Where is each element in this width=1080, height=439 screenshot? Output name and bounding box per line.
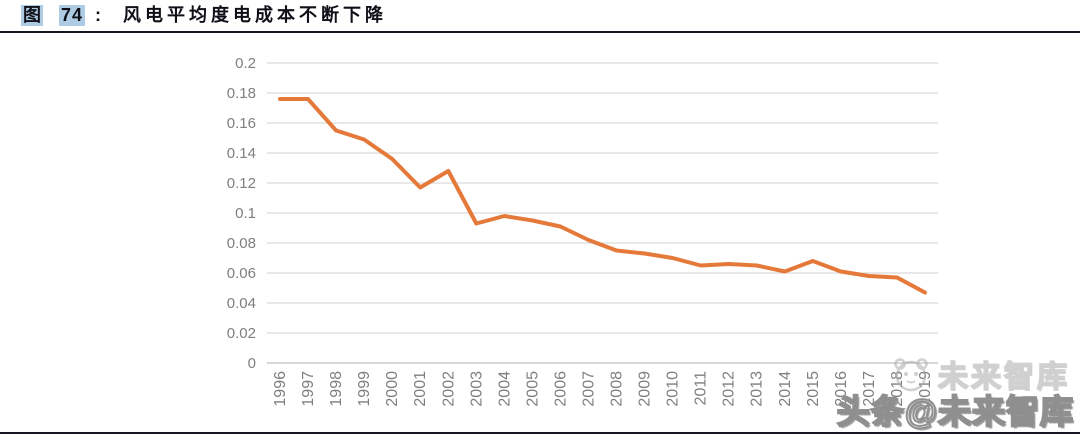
- figure-label-separator: :: [95, 5, 101, 25]
- figure-title: 风电平均度电成本不断下降: [123, 5, 387, 25]
- header-divider-line: [0, 31, 1080, 33]
- y-tick-label: 0.12: [227, 175, 256, 192]
- x-tick-label: 2007: [580, 371, 597, 407]
- x-tick-label: 2006: [552, 371, 569, 407]
- y-tick-label: 0.02: [227, 325, 256, 342]
- x-tick-label: 2000: [384, 371, 401, 407]
- y-tick-label: 0.14: [227, 145, 256, 162]
- figure-number: 74: [59, 5, 86, 26]
- x-tick-label: 1999: [356, 371, 373, 407]
- y-tick-label: 0.06: [227, 265, 256, 282]
- y-tick-label: 0: [248, 355, 256, 372]
- x-tick-label: 1998: [328, 371, 345, 407]
- x-tick-label: 2016: [833, 371, 850, 407]
- x-tick-label: 2010: [665, 371, 682, 407]
- x-tick-label: 2014: [777, 371, 794, 407]
- x-tick-label: 2009: [637, 371, 654, 407]
- y-tick-label: 0.2: [235, 55, 256, 72]
- x-tick-label: 2017: [861, 371, 878, 407]
- x-tick-label: 2013: [749, 371, 766, 407]
- y-tick-label: 0.04: [227, 295, 256, 312]
- x-tick-label: 2015: [805, 371, 822, 407]
- y-tick-label: 0.08: [227, 235, 256, 252]
- x-tick-label: 1996: [272, 371, 289, 407]
- x-tick-label: 2019: [917, 371, 934, 407]
- x-tick-label: 2005: [524, 371, 541, 407]
- y-tick-label: 0.18: [227, 85, 256, 102]
- x-tick-label: 2003: [468, 371, 485, 407]
- x-tick-label: 2012: [721, 371, 738, 407]
- x-tick-label: 2011: [693, 371, 710, 406]
- figure-header: 图 74 : 风电平均度电成本不断下降: [0, 0, 1080, 30]
- x-tick-label: 2002: [440, 371, 457, 407]
- bottom-divider-line: [0, 432, 1080, 434]
- y-tick-label: 0.16: [227, 115, 256, 132]
- y-tick-label: 0.1: [235, 205, 256, 222]
- x-tick-label: 2008: [609, 371, 626, 407]
- x-tick-label: 2004: [496, 371, 513, 407]
- x-tick-label: 2001: [412, 371, 429, 407]
- x-tick-label: 1997: [300, 371, 317, 407]
- x-tick-label: 2018: [889, 371, 906, 407]
- figure-label-prefix: 图: [21, 5, 43, 26]
- cost-trend-line: [278, 97, 927, 295]
